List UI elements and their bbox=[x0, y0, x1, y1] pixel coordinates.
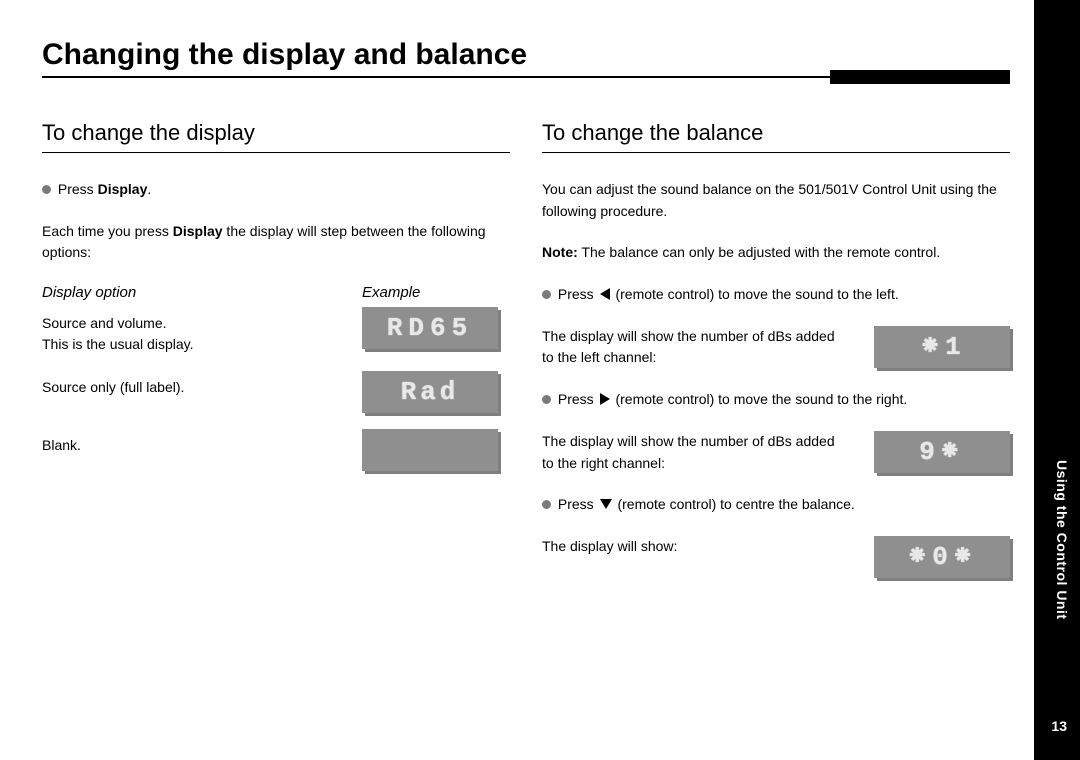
table-header: Display option Example bbox=[42, 284, 510, 301]
bullet-icon bbox=[42, 185, 51, 194]
bullet-icon bbox=[542, 290, 551, 299]
side-section-label: Using the Control Unit bbox=[1054, 460, 1070, 620]
bal-lcd-wrap: ⁕0⁕ bbox=[862, 536, 1010, 578]
text: (remote control) to centre the balance. bbox=[614, 496, 855, 512]
title-rule bbox=[42, 76, 1010, 78]
row-label: Source and volume. This is the usual dis… bbox=[42, 307, 362, 355]
lcd-display: 9⁕ bbox=[874, 431, 1010, 473]
table-row: Source and volume. This is the usual dis… bbox=[42, 307, 510, 355]
text-bold: Display bbox=[173, 223, 223, 239]
row-example bbox=[362, 429, 510, 471]
lcd-display: Rad bbox=[362, 371, 498, 413]
balance-row-2: The display will show the number of dBs … bbox=[542, 431, 1010, 474]
page-title: Changing the display and balance bbox=[42, 38, 1010, 72]
text: Source and volume. bbox=[42, 315, 167, 331]
text: Press bbox=[558, 286, 598, 302]
text: (remote control) to move the sound to th… bbox=[612, 391, 908, 407]
lcd-display: ⁕0⁕ bbox=[874, 536, 1010, 578]
text: This is the usual display. bbox=[42, 336, 193, 352]
left-para-1: Each time you press Display the display … bbox=[42, 221, 510, 264]
note-text: The balance can only be adjusted with th… bbox=[578, 244, 940, 260]
lcd-display bbox=[362, 429, 498, 471]
th-option: Display option bbox=[42, 284, 362, 301]
bal-text: The display will show the number of dBs … bbox=[542, 431, 850, 474]
table-row: Blank. bbox=[42, 429, 510, 471]
text: Press bbox=[58, 181, 98, 197]
row-label: Blank. bbox=[42, 429, 362, 456]
balance-row-1: The display will show the number of dBs … bbox=[542, 326, 1010, 369]
note-label: Note: bbox=[542, 244, 578, 260]
text-bold: Display bbox=[98, 181, 148, 197]
balance-row-3: The display will show: ⁕0⁕ bbox=[542, 536, 1010, 578]
text: . bbox=[147, 181, 151, 197]
text: Each time you press bbox=[42, 223, 173, 239]
text: Blank. bbox=[42, 437, 81, 453]
right-note: Note: The balance can only be adjusted w… bbox=[542, 242, 1010, 264]
right-intro: You can adjust the sound balance on the … bbox=[542, 179, 1010, 222]
row-example: RD65 bbox=[362, 307, 510, 349]
bal-lcd-wrap: ⁕1 bbox=[862, 326, 1010, 368]
bal-lcd-wrap: 9⁕ bbox=[862, 431, 1010, 473]
page-content: Changing the display and balance To chan… bbox=[42, 38, 1010, 598]
row-label: Source only (full label). bbox=[42, 371, 362, 398]
left-bullet-1: Press Display. bbox=[42, 179, 510, 201]
text: Source only (full label). bbox=[42, 379, 184, 395]
right-bullet-1: Press (remote control) to move the sound… bbox=[542, 284, 1010, 306]
arrow-right-icon bbox=[600, 393, 610, 405]
right-heading: To change the balance bbox=[542, 120, 1010, 146]
bullet-icon bbox=[542, 500, 551, 509]
left-heading: To change the display bbox=[42, 120, 510, 146]
left-column: To change the display Press Display. Eac… bbox=[42, 120, 510, 598]
columns: To change the display Press Display. Eac… bbox=[42, 120, 1010, 598]
right-bullet-2: Press (remote control) to move the sound… bbox=[542, 389, 1010, 411]
table-row: Source only (full label). Rad bbox=[42, 371, 510, 413]
lcd-display: RD65 bbox=[362, 307, 498, 349]
left-rule bbox=[42, 152, 510, 153]
right-rule bbox=[542, 152, 1010, 153]
lcd-display: ⁕1 bbox=[874, 326, 1010, 368]
text: Press bbox=[558, 496, 598, 512]
side-tab bbox=[1034, 0, 1080, 760]
row-example: Rad bbox=[362, 371, 510, 413]
right-bullet-3: Press (remote control) to centre the bal… bbox=[542, 494, 1010, 516]
bal-text: The display will show the number of dBs … bbox=[542, 326, 850, 369]
text: (remote control) to move the sound to th… bbox=[612, 286, 899, 302]
bal-text: The display will show: bbox=[542, 536, 850, 558]
arrow-left-icon bbox=[600, 288, 610, 300]
th-example: Example bbox=[362, 284, 510, 301]
bullet-icon bbox=[542, 395, 551, 404]
text: Press bbox=[558, 391, 598, 407]
right-column: To change the balance You can adjust the… bbox=[542, 120, 1010, 598]
arrow-down-icon bbox=[600, 499, 612, 509]
page-number: 13 bbox=[1051, 718, 1067, 734]
